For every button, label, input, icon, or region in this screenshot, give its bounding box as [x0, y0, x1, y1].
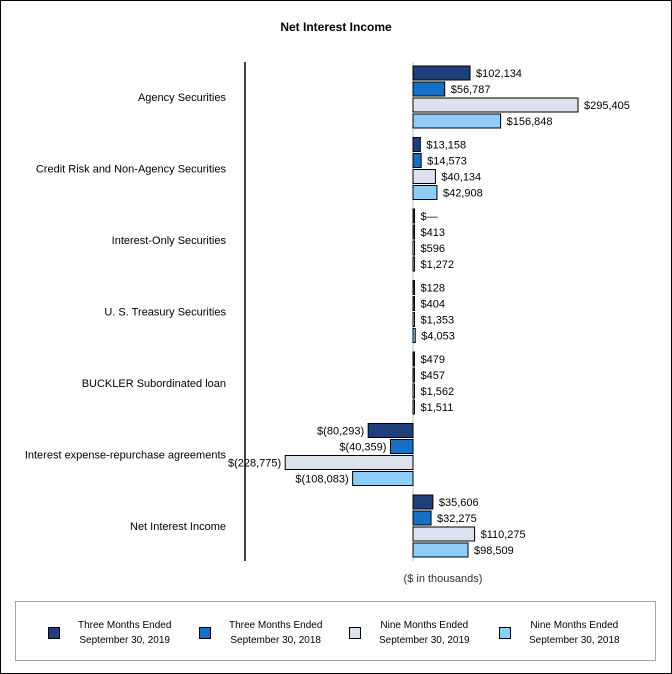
bar-interest-expense-repurchase-agreements-series-2	[389, 439, 414, 454]
data-label-agency-securities-series-1: $102,134	[476, 68, 522, 80]
bar-u-s-treasury-securities-series-2	[412, 296, 415, 311]
bar-net-interest-income-series-4	[412, 542, 469, 558]
bar-interest-only-securities-series-1	[412, 208, 415, 224]
legend-label: Nine Months Ended September 30, 2018	[529, 620, 620, 646]
category-label-interest-only-securities: Interest-Only Securities	[112, 235, 227, 247]
data-label-credit-risk-and-non-agency-securities-series-1: $13,158	[426, 140, 466, 152]
bar-buckler-subordinated-loan-series-4	[412, 399, 415, 415]
data-label-credit-risk-and-non-agency-securities-series-3: $40,134	[441, 172, 481, 184]
data-label-buckler-subordinated-loan-series-4: $1,511	[421, 402, 454, 414]
bar-buckler-subordinated-loan-series-2	[412, 367, 415, 383]
data-label-agency-securities-series-4: $156,848	[507, 116, 553, 128]
bars	[284, 65, 579, 558]
data-label-interest-expense-repurchase-agreements-series-4: $(108,083)	[295, 474, 348, 486]
data-label-net-interest-income-series-3: $110,275	[481, 529, 526, 541]
legend-swatch	[48, 627, 60, 639]
bar-interest-only-securities-series-4	[412, 256, 415, 272]
bar-credit-risk-and-non-agency-securities-series-2	[412, 153, 422, 168]
data-label-agency-securities-series-3: $295,405	[584, 100, 630, 112]
legend-item-q3-2019: Three Months Ended September 30, 2019	[48, 618, 171, 648]
data-label-interest-expense-repurchase-agreements-series-2: $(40,359)	[339, 442, 386, 454]
bar-agency-securities-series-4	[412, 113, 502, 129]
category-label-net-interest-income: Net Interest Income	[130, 521, 226, 533]
legend-item-9m-2018: Nine Months Ended September 30, 2018	[499, 618, 620, 648]
category-labels: Agency Securities Credit Risk and Non-Age…	[25, 92, 227, 533]
bar-interest-only-securities-series-2	[412, 224, 415, 240]
bar-agency-securities-series-2	[412, 81, 446, 97]
bar-net-interest-income-series-2	[412, 510, 432, 526]
data-label-net-interest-income-series-4: $98,509	[474, 545, 514, 557]
bar-u-s-treasury-securities-series-1	[412, 280, 415, 295]
data-label-buckler-subordinated-loan-series-1: $479	[421, 354, 445, 366]
data-label-interest-expense-repurchase-agreements-series-1: $(80,293)	[317, 426, 364, 438]
data-label-credit-risk-and-non-agency-securities-series-4: $42,908	[443, 188, 483, 200]
bar-interest-expense-repurchase-agreements-series-3	[284, 455, 414, 470]
legend-item-9m-2019: Nine Months Ended September 30, 2019	[349, 618, 470, 648]
category-label-interest-expense-repurchase-agreements: Interest expense-repurchase agreements	[25, 450, 227, 462]
bar-interest-expense-repurchase-agreements-series-1	[367, 423, 414, 438]
legend-label: Three Months Ended September 30, 2019	[78, 620, 172, 646]
legend-label: Nine Months Ended September 30, 2019	[379, 620, 470, 646]
data-label-net-interest-income-series-1: $35,606	[439, 497, 479, 509]
data-label-interest-expense-repurchase-agreements-series-3: $(228,775)	[228, 458, 281, 470]
bar-buckler-subordinated-loan-series-3	[412, 383, 415, 399]
data-label-interest-only-securities-series-1: $—	[421, 211, 438, 223]
category-label-agency-securities: Agency Securities	[138, 92, 227, 104]
bar-interest-expense-repurchase-agreements-series-4	[352, 471, 414, 486]
legend-item-q3-2018: Three Months Ended September 30, 2018	[199, 618, 322, 648]
bar-agency-securities-series-3	[412, 97, 579, 113]
data-label-u-s-treasury-securities-series-3: $1,353	[421, 315, 455, 327]
bar-credit-risk-and-non-agency-securities-series-4	[412, 185, 438, 200]
bar-chart: Net Interest Income Agency Securities Cre…	[25, 20, 630, 585]
data-label-agency-securities-series-2: $56,787	[451, 84, 491, 96]
bar-u-s-treasury-securities-series-4	[412, 328, 416, 343]
legend-swatch	[349, 627, 361, 639]
data-label-interest-only-securities-series-2: $413	[421, 227, 445, 239]
bar-interest-only-securities-series-3	[412, 240, 415, 256]
bar-buckler-subordinated-loan-series-1	[412, 351, 415, 367]
x-axis-label: ($ in thousands)	[404, 573, 483, 585]
data-label-u-s-treasury-securities-series-1: $128	[421, 283, 445, 295]
data-label-u-s-treasury-securities-series-2: $404	[421, 299, 445, 311]
bar-credit-risk-and-non-agency-securities-series-1	[412, 137, 421, 152]
legend-swatch	[199, 627, 211, 639]
value-labels: $102,134 $56,787 $295,405 $156,848 $13,158 $1…	[228, 68, 630, 557]
bar-net-interest-income-series-3	[412, 526, 476, 542]
category-label-u-s-treasury-securities: U. S. Treasury Securities	[104, 307, 226, 319]
data-label-buckler-subordinated-loan-series-3: $1,562	[421, 386, 455, 398]
data-label-credit-risk-and-non-agency-securities-series-2: $14,573	[427, 156, 467, 168]
data-label-interest-only-securities-series-4: $1,272	[421, 259, 455, 271]
category-label-credit-risk-and-non-agency-securities: Credit Risk and Non-Agency Securities	[36, 164, 227, 176]
category-label-buckler-subordinated-loan: BUCKLER Subordinated loan	[82, 378, 226, 390]
bar-agency-securities-series-1	[412, 65, 471, 81]
data-label-buckler-subordinated-loan-series-2: $457	[421, 370, 445, 382]
data-label-u-s-treasury-securities-series-4: $4,053	[421, 331, 455, 343]
data-label-interest-only-securities-series-3: $596	[421, 243, 445, 255]
chart-title: Net Interest Income	[280, 20, 392, 34]
legend-label: Three Months Ended September 30, 2018	[229, 620, 323, 646]
legend-swatch	[499, 627, 511, 639]
bar-credit-risk-and-non-agency-securities-series-3	[412, 169, 436, 184]
legend: Three Months Ended September 30, 2019 Th…	[15, 601, 656, 661]
bar-u-s-treasury-securities-series-3	[412, 312, 415, 327]
data-label-net-interest-income-series-2: $32,275	[437, 513, 477, 525]
bar-net-interest-income-series-1	[412, 494, 434, 510]
